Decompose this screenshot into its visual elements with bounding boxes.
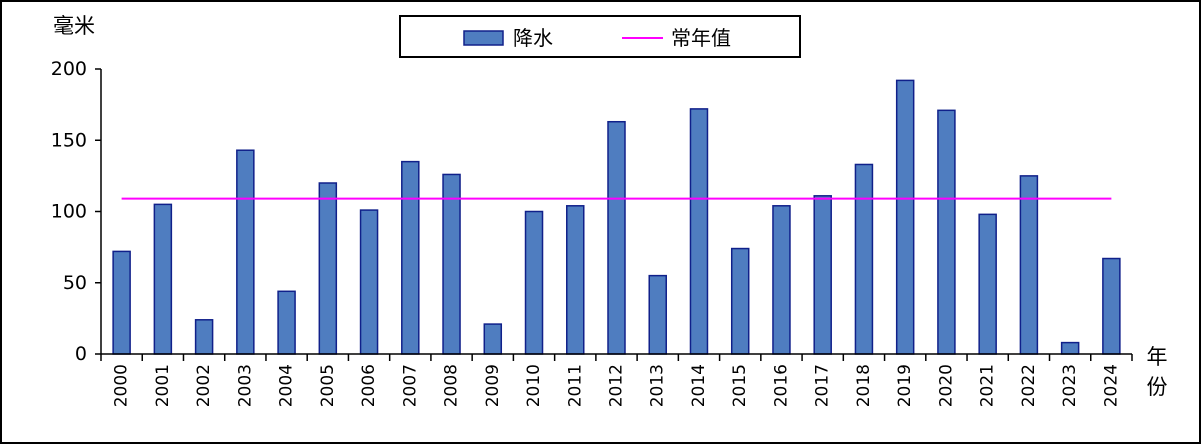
- bar-2008: [442, 173, 461, 355]
- x-tick-label-2023: 2023: [1060, 364, 1080, 407]
- bar-2015: [730, 247, 750, 355]
- x-tick-label-2005: 2005: [318, 364, 338, 407]
- x-tick-label-2022: 2022: [1019, 364, 1039, 407]
- legend-label-precipitation: 降水: [513, 26, 553, 50]
- legend-box: [399, 15, 801, 58]
- legend: 降水 常年值: [399, 15, 801, 58]
- bar-2023: [1060, 341, 1080, 355]
- x-tick-label-2010: 2010: [524, 364, 544, 407]
- bar-2010: [524, 210, 544, 355]
- x-tick-label-2011: 2011: [565, 364, 585, 407]
- bar-2024: [1102, 257, 1121, 355]
- x-tick-label-2013: 2013: [648, 364, 668, 407]
- bar-2004: [277, 290, 296, 355]
- x-tick-label-2008: 2008: [442, 364, 462, 407]
- bar-2012: [607, 120, 626, 355]
- x-tick-label-2006: 2006: [359, 364, 379, 407]
- bar-2020: [937, 109, 956, 355]
- y-axis-title: 毫米: [53, 14, 95, 38]
- bar-2007: [401, 160, 420, 355]
- x-tick-label-2015: 2015: [730, 364, 750, 407]
- bar-2003: [236, 149, 255, 355]
- bar-2014: [689, 108, 709, 355]
- x-tick-label-2003: 2003: [235, 364, 255, 407]
- legend-swatch-precipitation: [463, 30, 504, 46]
- bar-2022: [1019, 175, 1039, 355]
- y-tick-label-100: 100: [51, 201, 87, 223]
- bar-2000: [112, 250, 131, 355]
- x-axis-title-char: 年: [1147, 345, 1168, 369]
- bar-2011: [566, 205, 585, 355]
- x-tick-label-2020: 2020: [936, 364, 956, 407]
- bar-2016: [772, 205, 791, 355]
- x-tick-label-2017: 2017: [813, 364, 833, 407]
- x-tick-label-2024: 2024: [1101, 364, 1121, 407]
- y-tick-label-150: 150: [51, 129, 87, 151]
- x-tick-label-2002: 2002: [194, 364, 214, 407]
- bar-2002: [194, 319, 214, 355]
- x-tick-label-2012: 2012: [607, 364, 627, 407]
- x-tick-label-2021: 2021: [978, 364, 998, 407]
- x-tick-label-2009: 2009: [483, 364, 503, 407]
- legend-label-normal: 常年值: [671, 26, 731, 50]
- bar-2013: [648, 274, 667, 355]
- x-tick-label-2007: 2007: [400, 364, 420, 407]
- bar-2005: [318, 182, 338, 355]
- x-tick-label-2001: 2001: [153, 364, 173, 407]
- x-tick-label-2000: 2000: [112, 364, 132, 407]
- x-axis-title-char: 份: [1147, 375, 1168, 399]
- bar-2021: [978, 213, 997, 355]
- bar-2018: [854, 163, 874, 355]
- y-tick-label-200: 200: [51, 58, 87, 80]
- x-axis-title: 年份: [1147, 345, 1168, 399]
- plot-area: 0 50 100 150 200 2000 2001 2002 2003 2004 2005 2006…: [51, 58, 1133, 407]
- bar-2017: [813, 195, 832, 355]
- x-tick-label-2004: 2004: [277, 364, 297, 407]
- bar-2001: [153, 203, 173, 355]
- bar-2009: [483, 323, 503, 355]
- bar-2019: [895, 79, 915, 355]
- x-tick-label-2014: 2014: [689, 364, 709, 407]
- x-tick-label-2018: 2018: [854, 364, 874, 407]
- bar-2006: [359, 209, 379, 355]
- x-tick-label-2019: 2019: [895, 364, 915, 407]
- y-tick-label-50: 50: [63, 272, 87, 294]
- x-tick-label-2016: 2016: [771, 364, 791, 407]
- y-tick-label-0: 0: [75, 343, 87, 365]
